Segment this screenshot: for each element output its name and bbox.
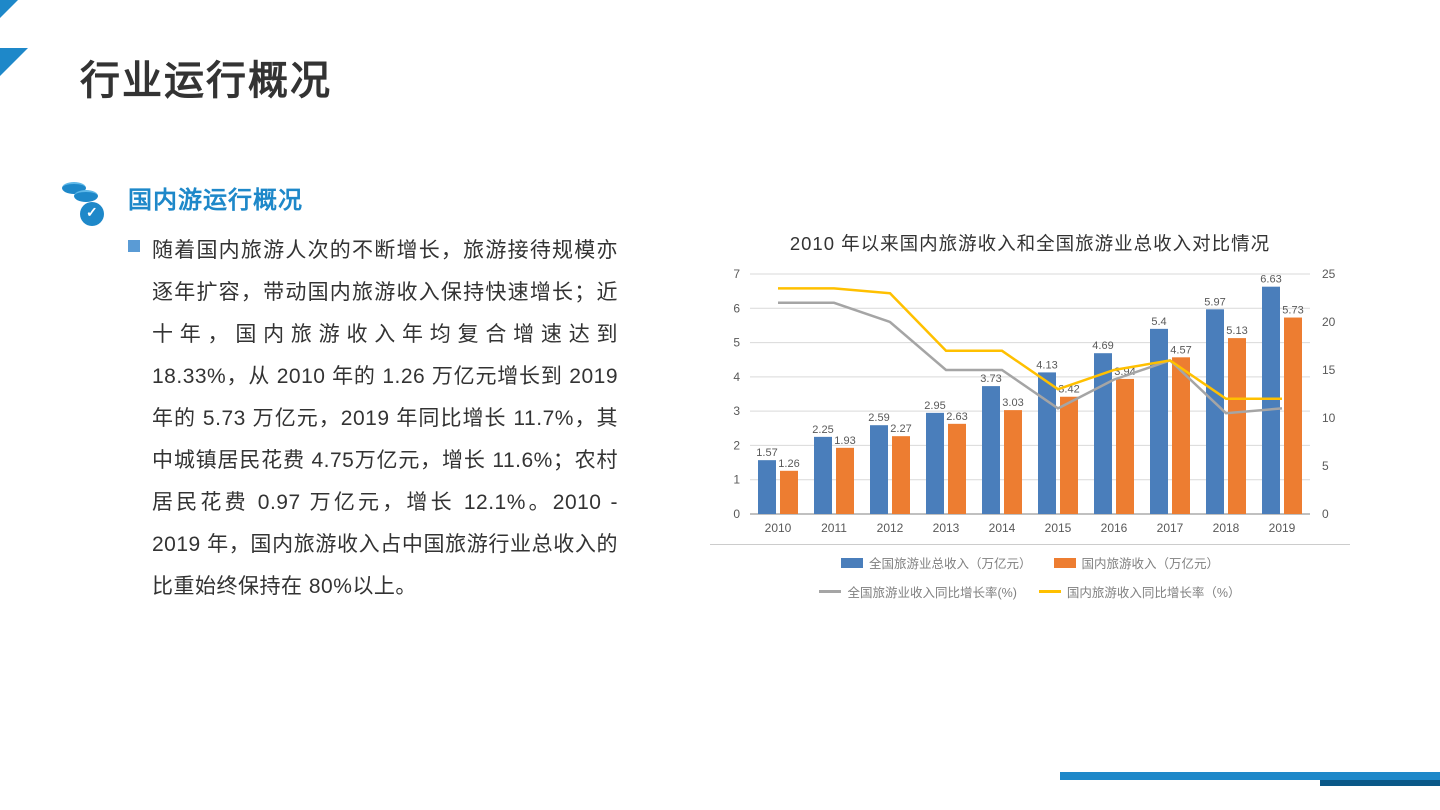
svg-text:2013: 2013: [933, 521, 960, 535]
section-title: 国内游运行概况: [128, 180, 303, 215]
swatch-bar-total: [841, 558, 863, 568]
swatch-line-domestic: [1039, 590, 1061, 593]
body-text: 随着国内旅游人次的不断增长，旅游接待规模亦逐年扩容，带动国内旅游收入保持快速增长…: [152, 230, 618, 608]
svg-text:3: 3: [733, 404, 740, 418]
svg-text:1.93: 1.93: [834, 435, 855, 447]
corner-accent: [0, 48, 28, 76]
svg-text:4.13: 4.13: [1036, 359, 1057, 371]
body-block: 随着国内旅游人次的不断增长，旅游接待规模亦逐年扩容，带动国内旅游收入保持快速增长…: [128, 230, 618, 608]
svg-text:2.27: 2.27: [890, 423, 911, 435]
section-icon: [60, 182, 104, 226]
svg-text:1: 1: [733, 473, 740, 487]
svg-text:2012: 2012: [877, 521, 904, 535]
svg-text:1.26: 1.26: [778, 458, 799, 470]
svg-text:2019: 2019: [1269, 521, 1296, 535]
svg-text:2010: 2010: [765, 521, 792, 535]
svg-text:15: 15: [1322, 363, 1336, 377]
legend-label: 国内旅游收入同比增长率（%）: [1067, 582, 1241, 601]
svg-text:2011: 2011: [821, 521, 847, 535]
legend-label: 全国旅游业总收入（万亿元）: [869, 553, 1032, 572]
svg-text:3.03: 3.03: [1002, 397, 1023, 409]
svg-text:5: 5: [1322, 459, 1329, 473]
svg-text:2018: 2018: [1213, 521, 1240, 535]
svg-text:4: 4: [733, 370, 740, 384]
svg-text:2: 2: [733, 438, 740, 452]
bottom-accent-bar: [1060, 772, 1440, 780]
svg-text:0: 0: [733, 507, 740, 521]
svg-text:25: 25: [1322, 267, 1336, 281]
slide-title: 行业运行概况: [80, 48, 332, 106]
svg-text:3.73: 3.73: [980, 373, 1001, 385]
svg-text:6: 6: [733, 301, 740, 315]
swatch-line-total: [819, 590, 841, 593]
svg-text:2016: 2016: [1101, 521, 1128, 535]
legend-item: 全国旅游业收入同比增长率(%): [819, 582, 1016, 601]
svg-text:5: 5: [733, 336, 740, 350]
svg-text:4.69: 4.69: [1092, 340, 1113, 352]
chart-title: 2010 年以来国内旅游收入和全国旅游业总收入对比情况: [700, 230, 1360, 256]
svg-text:10: 10: [1322, 411, 1336, 425]
svg-text:2015: 2015: [1045, 521, 1072, 535]
svg-text:1.57: 1.57: [756, 447, 777, 459]
swatch-bar-domestic: [1054, 558, 1076, 568]
svg-text:5.97: 5.97: [1204, 296, 1225, 308]
svg-text:4.57: 4.57: [1170, 344, 1191, 356]
legend-item: 国内旅游收入（万亿元）: [1054, 553, 1220, 572]
svg-text:2017: 2017: [1157, 521, 1184, 535]
svg-text:0: 0: [1322, 507, 1329, 521]
svg-text:2.63: 2.63: [946, 411, 967, 423]
bottom-accent-bar-dark: [1320, 780, 1440, 786]
svg-text:5.4: 5.4: [1151, 316, 1166, 328]
svg-text:2.95: 2.95: [924, 400, 945, 412]
svg-text:20: 20: [1322, 315, 1336, 329]
chart-svg: 0 1 2 3 4 5 6 7 0 5 10 15 20 25 1.571.26 2010 2.251.93 20…: [700, 264, 1360, 544]
svg-text:5.13: 5.13: [1226, 325, 1247, 337]
bullet-square-icon: [128, 240, 140, 252]
svg-text:7: 7: [733, 267, 740, 281]
chart-legend: 全国旅游业总收入（万亿元） 国内旅游收入（万亿元） 全国旅游业收入同比增长率(%…: [710, 544, 1350, 601]
svg-text:2014: 2014: [989, 521, 1016, 535]
svg-text:2.59: 2.59: [868, 412, 889, 424]
svg-text:6.63: 6.63: [1260, 274, 1281, 286]
chart-container: 2010 年以来国内旅游收入和全国旅游业总收入对比情况 0 1 2 3 4 5 6 7 0 5 10…: [700, 230, 1360, 610]
legend-item: 全国旅游业总收入（万亿元）: [841, 553, 1032, 572]
svg-text:2.25: 2.25: [812, 424, 833, 436]
svg-text:5.73: 5.73: [1282, 305, 1303, 317]
legend-item: 国内旅游收入同比增长率（%）: [1039, 582, 1241, 601]
legend-label: 国内旅游收入（万亿元）: [1082, 553, 1220, 572]
legend-label: 全国旅游业收入同比增长率(%): [847, 582, 1016, 601]
